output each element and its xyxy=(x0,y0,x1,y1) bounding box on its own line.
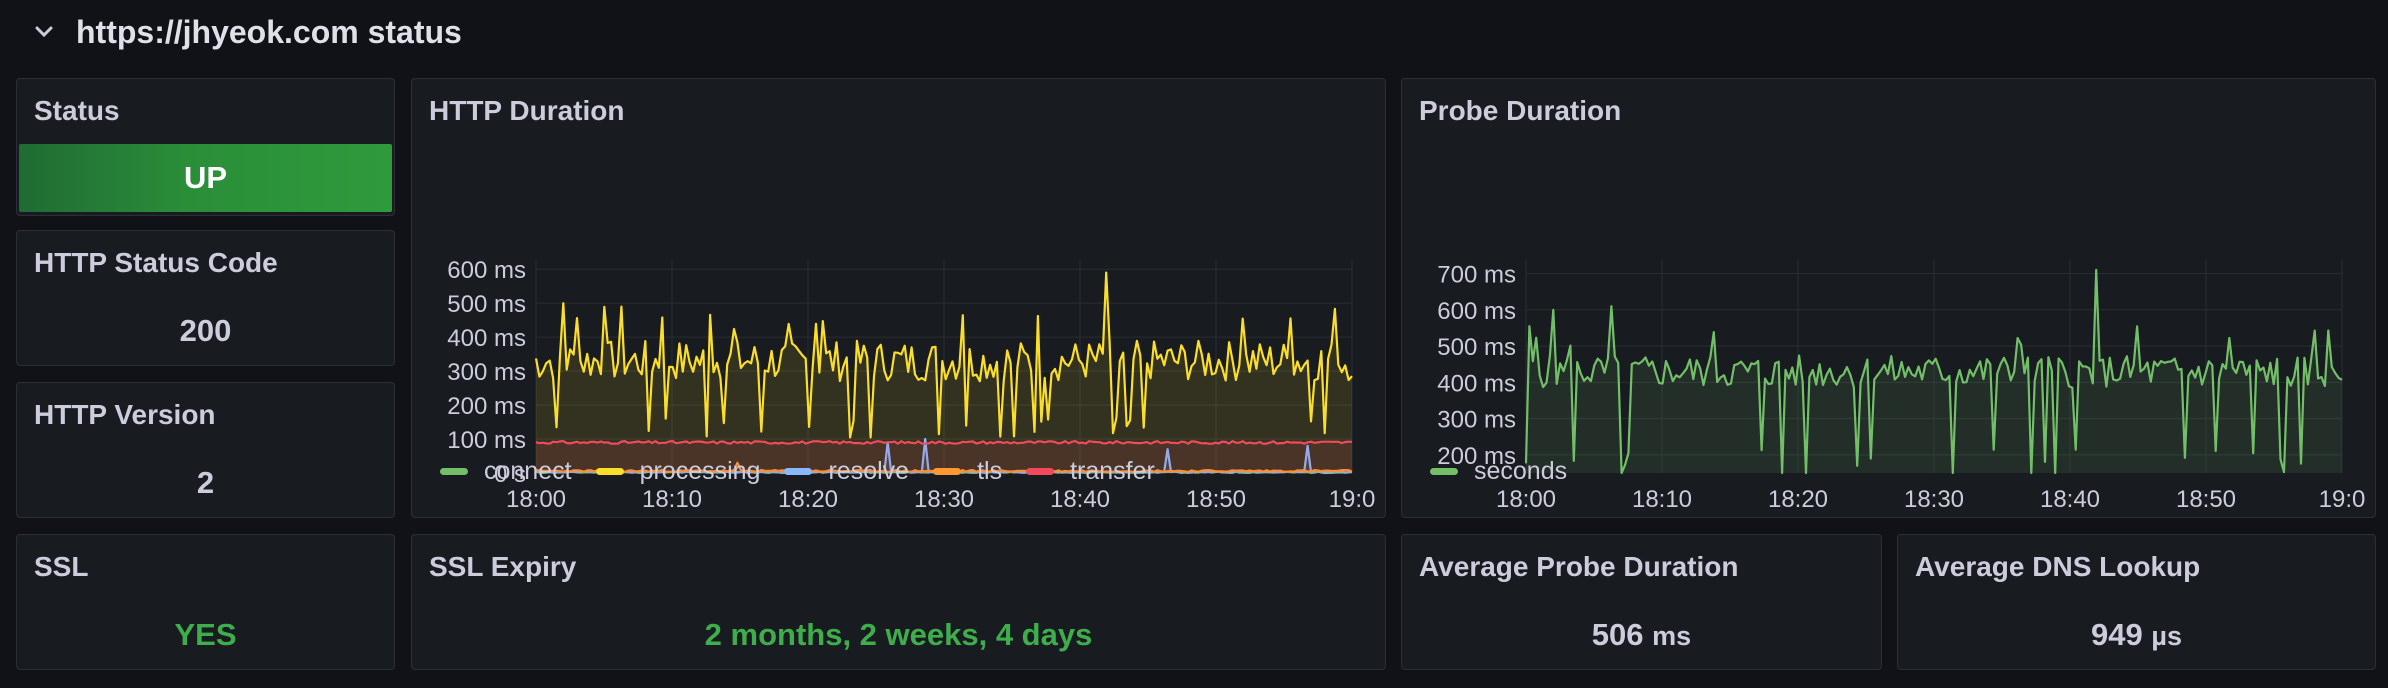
y-tick-label: 0 s xyxy=(494,461,526,488)
x-tick-label: 18:00 xyxy=(506,486,566,513)
x-tick-label: 18:40 xyxy=(2040,486,2100,513)
status-value: UP xyxy=(19,144,392,212)
average-dns-lookup-panel[interactable]: Average DNS Lookup 949 µs xyxy=(1897,534,2376,670)
x-tick-label: 18:10 xyxy=(1632,486,1692,513)
http-version-value: 2 xyxy=(196,465,215,500)
average-probe-duration-value: 506 ms xyxy=(1402,617,1881,653)
stat-number: 506 xyxy=(1591,617,1644,652)
y-tick-label: 300 ms xyxy=(1437,407,1516,434)
y-tick-label: 200 ms xyxy=(1437,443,1516,470)
y-tick-label: 200 ms xyxy=(447,393,526,420)
legend-swatch xyxy=(595,468,624,475)
legend-item-connect[interactable]: connect xyxy=(440,457,572,486)
panel-title: Status xyxy=(34,95,120,126)
y-tick-label: 600 ms xyxy=(1437,298,1516,325)
stat-number: 949 xyxy=(2091,617,2143,652)
status-panel[interactable]: Status UP xyxy=(16,78,395,216)
http-version-panel[interactable]: HTTP Version 2 xyxy=(16,382,395,518)
ssl-expiry-value: 2 months, 2 weeks, 4 days xyxy=(704,617,1093,652)
panel-title: Average DNS Lookup xyxy=(1915,551,2201,582)
ssl-panel[interactable]: SSL YES xyxy=(16,534,395,670)
panel-title: Probe Duration xyxy=(1419,95,1622,126)
y-tick-label: 500 ms xyxy=(1437,334,1516,361)
legend-item-processing[interactable]: processing xyxy=(595,457,761,486)
legend-label: seconds xyxy=(1474,457,1568,485)
legend-item-seconds[interactable]: seconds xyxy=(1430,457,1567,486)
panel-title: HTTP Status Code xyxy=(34,247,278,278)
http-status-code-value: 200 xyxy=(179,313,232,348)
x-tick-label: 18:50 xyxy=(2176,486,2236,513)
chevron-down-icon[interactable] xyxy=(30,18,58,46)
chart-legend: connect processing resolve tls transfer xyxy=(440,457,1179,486)
dashboard-row-header[interactable]: https://jhyeok.com status xyxy=(0,0,2388,64)
chart-legend: seconds xyxy=(1430,457,1591,486)
probe-duration-chart[interactable]: 200 ms 300 ms 400 ms 500 ms 600 ms 700 ms 18:0… xyxy=(1402,169,2377,519)
ssl-value: YES xyxy=(174,617,237,652)
stat-unit: µs xyxy=(2151,621,2182,651)
y-tick-label: 700 ms xyxy=(1437,262,1516,289)
legend-label: resolve xyxy=(828,457,910,485)
average-dns-lookup-value: 949 µs xyxy=(1898,617,2375,653)
row-title: https://jhyeok.com status xyxy=(76,13,462,50)
y-tick-label: 500 ms xyxy=(447,291,526,318)
legend-swatch xyxy=(1026,468,1055,475)
ssl-expiry-panel[interactable]: SSL Expiry 2 months, 2 weeks, 4 days xyxy=(411,534,1386,670)
legend-label: transfer xyxy=(1070,457,1155,485)
y-tick-label: 400 ms xyxy=(1437,370,1516,397)
x-tick-label: 18:20 xyxy=(778,486,838,513)
http-duration-panel[interactable]: HTTP Duration 0 s 100 ms 200 ms 300 ms 400 m… xyxy=(411,78,1386,518)
legend-swatch xyxy=(784,468,813,475)
probe-duration-panel[interactable]: Probe Duration 200 ms 300 ms 400 ms 500 ms 6… xyxy=(1401,78,2376,518)
http-duration-chart[interactable]: 0 s 100 ms 200 ms 300 ms 400 ms 500 ms 600 ms 1… xyxy=(412,169,1387,519)
series-area-transfer xyxy=(536,441,1352,473)
y-tick-label: 600 ms xyxy=(447,257,526,284)
x-tick-label: 18:00 xyxy=(1496,486,1556,513)
x-tick-label: 19:0 xyxy=(1329,486,1376,513)
series-area-seconds xyxy=(1526,269,2342,473)
legend-item-resolve[interactable]: resolve xyxy=(784,457,909,486)
y-tick-label: 100 ms xyxy=(447,427,526,454)
http-status-code-panel[interactable]: HTTP Status Code 200 xyxy=(16,230,395,366)
x-tick-label: 18:30 xyxy=(1904,486,1964,513)
panel-title: HTTP Duration xyxy=(429,95,625,126)
x-tick-label: 18:30 xyxy=(914,486,974,513)
x-tick-label: 18:50 xyxy=(1186,486,1246,513)
y-tick-label: 300 ms xyxy=(447,359,526,386)
legend-swatch xyxy=(440,468,468,475)
legend-item-tls[interactable]: tls xyxy=(933,457,1002,486)
legend-label: tls xyxy=(977,457,1003,485)
legend-swatch xyxy=(933,468,962,475)
legend-item-transfer[interactable]: transfer xyxy=(1026,457,1155,486)
stat-unit: ms xyxy=(1652,621,1692,651)
y-tick-label: 400 ms xyxy=(447,325,526,352)
legend-swatch xyxy=(1430,468,1458,475)
legend-label: processing xyxy=(639,457,761,485)
panel-title: SSL xyxy=(34,551,89,582)
legend-label: connect xyxy=(484,457,572,485)
x-tick-label: 18:20 xyxy=(1768,486,1828,513)
series-line-processing xyxy=(534,271,1353,439)
panel-title: Average Probe Duration xyxy=(1419,551,1739,582)
x-tick-label: 18:10 xyxy=(642,486,702,513)
average-probe-duration-panel[interactable]: Average Probe Duration 506 ms xyxy=(1401,534,1882,670)
panel-title: SSL Expiry xyxy=(429,551,577,582)
x-tick-label: 18:40 xyxy=(1050,486,1110,513)
panel-title: HTTP Version xyxy=(34,399,216,430)
series-line-seconds xyxy=(1524,268,2343,475)
series-line-transfer xyxy=(535,440,1353,445)
x-tick-label: 19:0 xyxy=(2319,486,2366,513)
